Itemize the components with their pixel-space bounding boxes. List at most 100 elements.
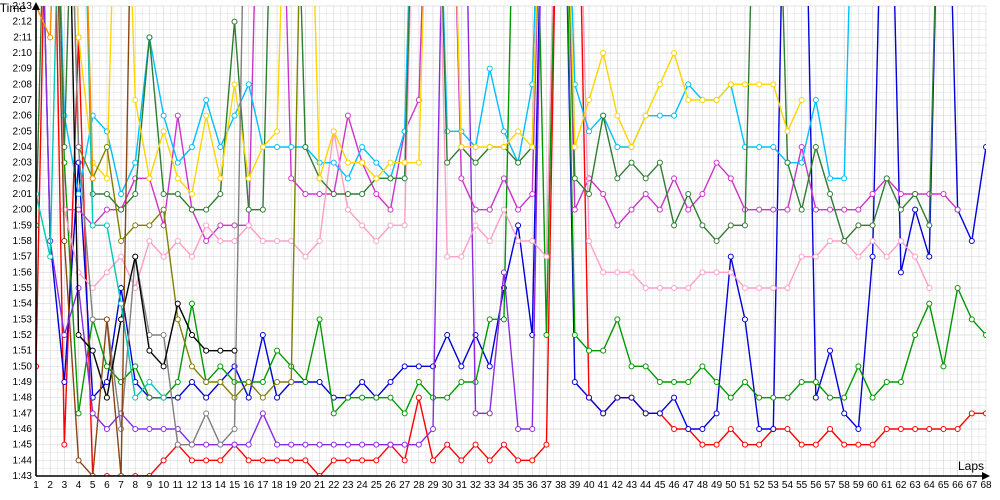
x-tick-label: 39 [569,480,581,491]
x-tick-label: 68 [980,480,992,491]
y-tick-label: 2:03 [13,158,33,169]
y-tick-label: 2:00 [13,205,33,216]
x-tick-label: 14 [215,480,227,491]
y-tick-label: 1:43 [13,471,33,482]
y-tick-label: 1:54 [13,299,33,310]
x-tick-label: 4 [76,480,82,491]
x-tick-label: 58 [839,480,851,491]
y-tick-label: 1:57 [13,252,33,263]
x-tick-label: 53 [768,480,780,491]
x-tick-label: 31 [456,480,468,491]
x-tick-label: 18 [271,480,283,491]
x-tick-label: 29 [427,480,439,491]
x-tick-label: 21 [314,480,326,491]
x-tick-label: 55 [796,480,808,491]
x-tick-label: 5 [90,480,96,491]
x-tick-label: 50 [725,480,737,491]
x-tick-label: 40 [583,480,595,491]
y-tick-label: 1:50 [13,361,33,372]
x-tick-label: 66 [952,480,964,491]
y-tick-label: 1:52 [13,330,33,341]
x-tick-label: 16 [243,480,255,491]
x-tick-label: 33 [484,480,496,491]
x-tick-label: 46 [668,480,680,491]
y-tick-label: 1:59 [13,220,33,231]
x-tick-label: 15 [229,480,241,491]
x-tick-label: 2 [47,480,53,491]
x-tick-label: 20 [300,480,312,491]
y-tick-label: 1:44 [13,455,33,466]
y-tick-label: 2:01 [13,189,33,200]
x-tick-label: 59 [853,480,865,491]
y-tick-label: 1:56 [13,267,33,278]
x-tick-label: 19 [286,480,298,491]
x-tick-label: 36 [527,480,539,491]
x-tick-label: 45 [654,480,666,491]
y-tick-label: 2:04 [13,142,33,153]
x-tick-label: 32 [470,480,482,491]
x-tick-label: 56 [810,480,822,491]
x-tick-label: 63 [910,480,922,491]
lap-time-chart: 1:43 1:44 1:45 1:46 1:47 1:48 1:49 1:50 1:51 1:52… [0,0,1000,500]
y-tick-label: 2:12 [13,17,33,28]
x-tick-label: 41 [598,480,610,491]
x-tick-label: 24 [357,480,369,491]
x-tick-label: 57 [824,480,836,491]
x-tick-label: 38 [555,480,567,491]
x-tick-label: 49 [711,480,723,491]
x-tick-label: 42 [612,480,624,491]
x-tick-label: 62 [895,480,907,491]
x-tick-label: 9 [147,480,153,491]
x-tick-label: 27 [399,480,411,491]
chart-svg: 1:43 1:44 1:45 1:46 1:47 1:48 1:49 1:50 1:51 1:52… [0,0,1000,500]
x-tick-label: 7 [118,480,124,491]
y-tick-label: 1:58 [13,236,33,247]
y-tick-label: 1:53 [13,314,33,325]
x-tick-label: 34 [498,480,510,491]
y-tick-label: 2:07 [13,95,33,106]
y-tick-label: 2:05 [13,126,33,137]
x-tick-label: 11 [173,480,184,491]
x-tick-label: 30 [442,480,454,491]
y-tick-label: 1:48 [13,393,33,404]
x-tick-label: 43 [626,480,638,491]
x-tick-label: 23 [342,480,354,491]
x-tick-label: 22 [328,480,340,491]
x-tick-label: 54 [782,480,794,491]
y-tick-label: 1:55 [13,283,33,294]
y-tick-label: 1:45 [13,440,33,451]
y-tick-label: 1:47 [13,408,33,419]
y-tick-label: 2:09 [13,64,33,75]
y-tick-label: 2:10 [13,48,33,59]
y-tick-label: 1:46 [13,424,33,435]
x-tick-label: 1 [33,480,39,491]
x-tick-label: 52 [754,480,766,491]
x-tick-label: 8 [132,480,138,491]
x-tick-label: 44 [640,480,652,491]
y-tick-label: 2:02 [13,173,33,184]
x-tick-label: 3 [62,480,68,491]
x-tick-label: 6 [104,480,110,491]
x-tick-label: 37 [541,480,553,491]
x-axis-label: Laps [958,459,984,473]
x-tick-label: 17 [257,480,269,491]
y-tick-label: 1:51 [13,346,33,357]
x-tick-label: 12 [186,480,198,491]
x-tick-label: 10 [158,480,170,491]
x-tick-label: 47 [683,480,695,491]
x-tick-label: 64 [924,480,936,491]
y-axis-label: Time [0,1,26,15]
x-tick-label: 65 [938,480,950,491]
x-tick-label: 48 [697,480,709,491]
x-tick-label: 25 [371,480,383,491]
y-tick-label: 2:06 [13,111,33,122]
x-tick-label: 51 [739,480,751,491]
x-tick-label: 35 [513,480,525,491]
y-tick-label: 1:49 [13,377,33,388]
y-tick-label: 2:11 [13,32,32,43]
x-tick-label: 13 [201,480,213,491]
y-tick-label: 2:08 [13,79,33,90]
x-tick-label: 26 [385,480,397,491]
x-tick-label: 60 [867,480,879,491]
x-tick-label: 67 [966,480,978,491]
